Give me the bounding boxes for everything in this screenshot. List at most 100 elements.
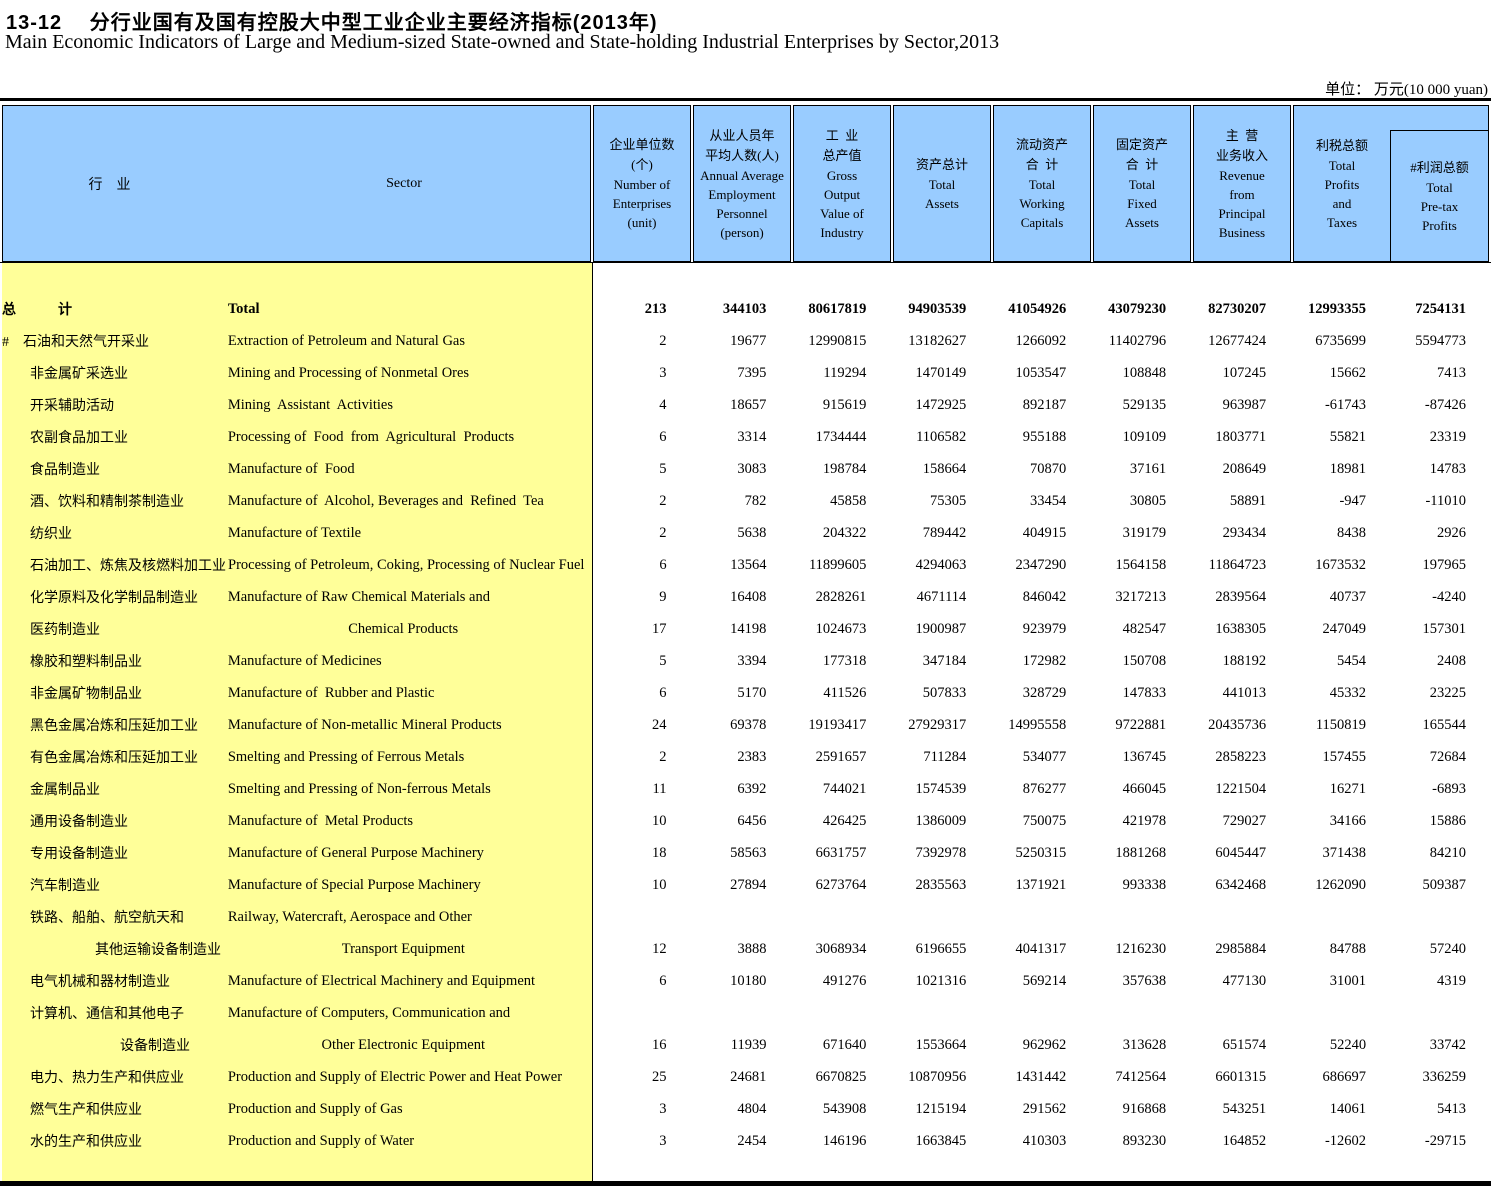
value-cell: 651574 — [1222, 1036, 1267, 1053]
table-row: # 石油和天然气开采业 Extraction of Petroleum and N… — [0, 325, 1491, 357]
sector-cell-zh: 医药制造业 — [30, 623, 100, 638]
value-cell: 2454 — [737, 1132, 767, 1149]
profits-and-taxes-header: 利税总额 Total Profits and Taxes — [1294, 106, 1390, 261]
header-line-en: Total — [1128, 177, 1156, 192]
value-cell: 2985884 — [1215, 940, 1267, 957]
column-header-cell: 从业人员年 平均人数(人) Annual Average Employment Pers… — [693, 105, 791, 262]
profits-header-cell: 利税总额 Total Profits and Taxes #利润总额 Total Pre-ta… — [1293, 105, 1489, 262]
value-cell: 357638 — [1122, 972, 1167, 989]
header-line-zh: 资产总计 — [915, 156, 968, 172]
sector-cell-en: Production and Supply of Gas — [227, 1100, 403, 1117]
value-cell: 208649 — [1222, 460, 1267, 477]
value-cell: 1472925 — [915, 396, 967, 413]
value-cell: 5413 — [1436, 1100, 1466, 1117]
table-row: 橡胶和塑料制品业 Manufacture of Medicines 5 3394 177… — [0, 645, 1491, 677]
value-cell: 58563 — [730, 844, 767, 861]
value-cell: 27929317 — [908, 716, 967, 733]
value-cell: 711284 — [923, 748, 967, 765]
table-row: 金属制品业 Smelting and Pressing of Non-ferrou… — [0, 773, 1491, 805]
value-cell: 55821 — [1329, 428, 1367, 445]
value-cell: 5 — [659, 652, 667, 669]
value-cell: 426425 — [822, 812, 867, 829]
value-cell: 11939 — [730, 1036, 767, 1053]
header-line-zh: 从业人员年 — [709, 127, 775, 143]
sector-cell-en: Total — [227, 300, 260, 317]
value-cell: 6456 — [737, 812, 767, 829]
value-cell: 5170 — [737, 684, 767, 701]
table-row: 水的生产和供应业 Production and Supply of Water 3 2… — [0, 1125, 1491, 1157]
sector-cell-en: Chemical Products — [348, 620, 459, 637]
sector-cell-zh: 石油加工、炼焦及核燃料加工业 — [30, 559, 226, 574]
sector-cell-en: Manufacture of Rubber and Plastic — [227, 684, 435, 701]
value-cell: 172982 — [1022, 652, 1067, 669]
value-cell: 782 — [744, 492, 767, 509]
header-line-en: (person) — [720, 224, 764, 240]
value-cell: 291562 — [1022, 1100, 1067, 1117]
value-cell: 344103 — [722, 300, 767, 317]
value-cell: 16 — [652, 1036, 667, 1053]
sector-header-zh: 行 业 — [88, 177, 131, 193]
sector-cell-zh: 设备制造业 — [120, 1039, 190, 1054]
table-title-zh: 13-12 分行业国有及国有控股大中型工业企业主要经济指标(2013年) — [6, 12, 658, 34]
value-cell: 915619 — [822, 396, 867, 413]
value-cell: 876277 — [1022, 780, 1067, 797]
sector-cell-zh: 电气机械和器材制造业 — [30, 975, 170, 990]
value-cell: 177318 — [822, 652, 867, 669]
table-bottom-border — [0, 1181, 1491, 1186]
value-cell: 20435736 — [1208, 716, 1267, 733]
sector-cell-zh: 纺织业 — [30, 527, 72, 542]
value-cell: 6196655 — [915, 940, 967, 957]
value-cell: 529135 — [1122, 396, 1167, 413]
table-row: 电力、热力生产和供应业 Production and Supply of Elec… — [0, 1061, 1491, 1093]
table-row: 计算机、通信和其他电子 Manufacture of Computers, Com… — [0, 997, 1491, 1029]
header-line-en: Number of — [613, 177, 671, 192]
value-cell: 319179 — [1122, 524, 1167, 541]
table-row: 电气机械和器材制造业 Manufacture of Electrical Mach… — [0, 965, 1491, 997]
value-cell: 1553664 — [915, 1036, 967, 1053]
table-row: 开采辅助活动 Mining Assistant Activities 4 18657 9… — [0, 389, 1491, 421]
value-cell: 6273764 — [815, 876, 867, 893]
table-row: 石油加工、炼焦及核燃料加工业 Processing of Petroleum, C… — [0, 549, 1491, 581]
value-cell: -87426 — [1424, 396, 1466, 413]
value-cell: 1673532 — [1315, 556, 1367, 573]
value-cell: -6893 — [1432, 780, 1466, 797]
header-line-zh: 业务收入 — [1215, 147, 1268, 163]
value-cell: -11010 — [1425, 492, 1466, 509]
column-header-cell: 固定资产合 计 Total Fixed Assets — [1093, 105, 1191, 262]
value-cell: 204322 — [822, 524, 867, 541]
header-line-en: Gross — [826, 167, 858, 183]
value-cell: 671640 — [822, 1036, 867, 1053]
value-cell: 43079230 — [1108, 300, 1167, 317]
value-cell: 25 — [651, 1068, 667, 1085]
value-cell: 846042 — [1022, 588, 1067, 605]
sector-cell-en: Manufacture of Metal Products — [227, 812, 414, 829]
value-cell: 293434 — [1222, 524, 1267, 541]
header-line-en: Working — [1019, 196, 1065, 211]
table-row: 纺织业 Manufacture of Textile 2 5638 204322 7894… — [0, 517, 1491, 549]
value-cell: 1053547 — [1015, 364, 1067, 381]
sector-cell-en: Transport Equipment — [341, 940, 465, 957]
value-cell: 12990815 — [808, 332, 867, 349]
header-line-zh: 总产值 — [822, 147, 862, 163]
value-cell: 313628 — [1122, 1036, 1167, 1053]
sector-cell-en: Manufacture of Computers, Communication … — [227, 1004, 511, 1021]
value-cell: 4671114 — [916, 588, 967, 605]
table-row: 通用设备制造业 Manufacture of Metal Products 10 64… — [0, 805, 1491, 837]
value-cell: -4240 — [1432, 588, 1466, 605]
value-cell: 1150819 — [1315, 716, 1367, 733]
value-cell: 569214 — [1022, 972, 1067, 989]
value-cell: 6342468 — [1215, 876, 1267, 893]
value-cell: 2828261 — [815, 588, 867, 605]
table-row: 有色金属冶炼和压延加工业 Smelting and Pressing of Fer… — [0, 741, 1491, 773]
header-line-zh: 合 计 — [1125, 157, 1159, 172]
table-row: 黑色金属冶炼和压延加工业 Manufacture of Non-metallic … — [0, 709, 1491, 741]
sector-cell-zh: 金属制品业 — [30, 783, 100, 798]
value-cell: 1638305 — [1215, 620, 1267, 637]
value-cell: 70870 — [1029, 460, 1067, 477]
sector-cell-en: Processing of Petroleum, Coking, Process… — [228, 556, 585, 573]
value-cell: 7392978 — [915, 844, 967, 861]
value-cell: 11864723 — [1208, 556, 1267, 573]
header-line-en: Total — [1028, 177, 1056, 192]
value-cell: 2591657 — [815, 748, 867, 765]
value-cell: 543908 — [822, 1100, 867, 1117]
